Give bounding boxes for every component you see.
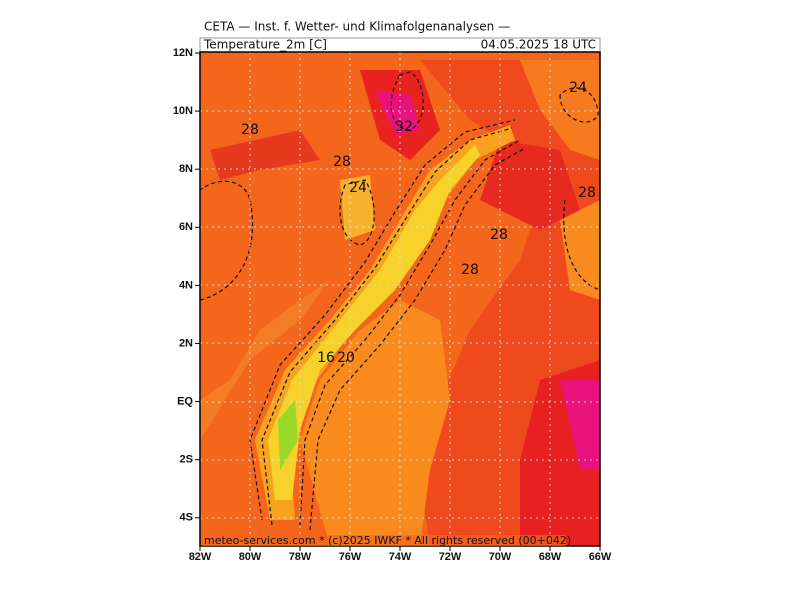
contour-label: 28 bbox=[241, 122, 259, 138]
variable: Temperature_2m [C] bbox=[203, 38, 327, 52]
contour-label: 20 bbox=[337, 350, 355, 366]
lon-label: 72W bbox=[439, 551, 462, 563]
lon-label: 80W bbox=[239, 551, 262, 563]
footer-bg bbox=[202, 535, 566, 546]
lon-label: 82W bbox=[189, 551, 212, 563]
contour-label: 28 bbox=[461, 262, 479, 278]
lat-label: 4N bbox=[179, 279, 193, 291]
lat-label: EQ bbox=[177, 396, 193, 408]
lat-label: 10N bbox=[173, 105, 193, 117]
valid-time: 04.05.2025 18 UTC bbox=[481, 38, 596, 52]
contour-label: 24 bbox=[349, 180, 367, 196]
contour-label: 24 bbox=[569, 80, 587, 96]
lat-label: 6N bbox=[179, 221, 193, 233]
contour-label: 28 bbox=[490, 227, 508, 243]
title: CETA — Inst. f. Wetter- und Klimafolgena… bbox=[204, 20, 510, 34]
footer: meteo-services.com * (c)2025 IWKF * All … bbox=[204, 534, 571, 547]
lon-label: 70W bbox=[489, 551, 512, 563]
lon-label: 68W bbox=[539, 551, 562, 563]
lat-label: 4S bbox=[180, 512, 193, 524]
contour-label: 28 bbox=[578, 185, 596, 201]
graticule bbox=[200, 52, 600, 546]
contour-label: 16 bbox=[317, 350, 335, 366]
lon-label: 78W bbox=[289, 551, 312, 563]
contour-label: 28 bbox=[333, 154, 351, 170]
lon-label: 76W bbox=[339, 551, 362, 563]
contour-label: 32 bbox=[395, 119, 413, 135]
lon-label: 74W bbox=[389, 551, 412, 563]
lat-label: 2N bbox=[179, 337, 193, 349]
lat-label: 12N bbox=[173, 47, 193, 59]
lon-label: 66W bbox=[589, 551, 612, 563]
lat-label: 2S bbox=[180, 454, 193, 466]
map-area bbox=[200, 52, 600, 546]
lat-label: 8N bbox=[179, 163, 193, 175]
